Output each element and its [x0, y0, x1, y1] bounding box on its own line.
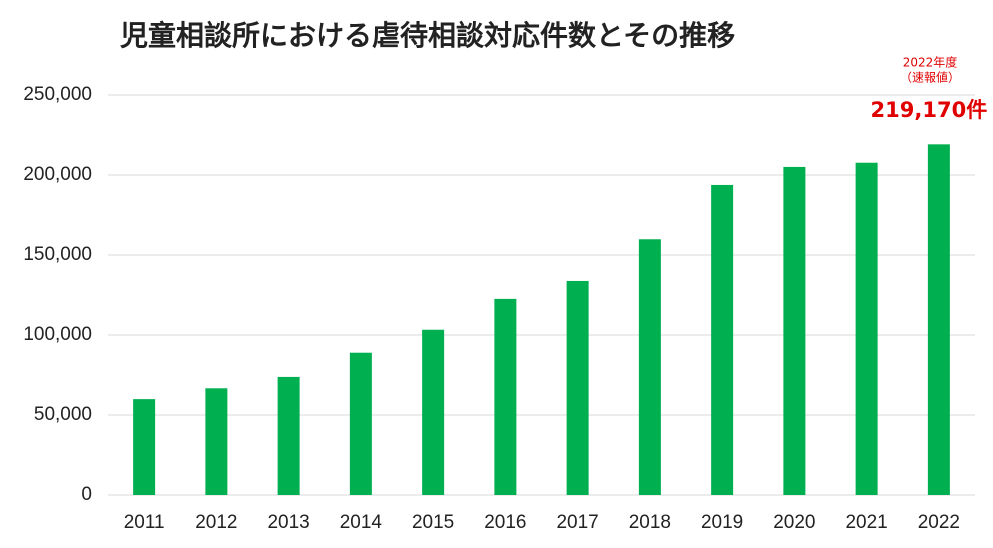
y-tick-label: 50,000	[34, 404, 92, 425]
x-tick-label: 2019	[701, 512, 743, 533]
value-label: 219,170件	[871, 98, 988, 122]
bar	[133, 399, 156, 495]
bar	[927, 144, 950, 495]
y-tick-label: 150,000	[23, 244, 92, 265]
bar	[494, 298, 517, 495]
bar	[277, 376, 300, 495]
x-tick-label: 2011	[124, 512, 165, 533]
x-tick-label: 2021	[845, 512, 887, 533]
annotation: 2022年度	[903, 55, 958, 70]
bar	[205, 388, 228, 495]
bar	[855, 162, 878, 495]
x-tick-label: 2016	[484, 512, 526, 533]
x-tick-label: 2020	[773, 512, 815, 533]
x-tick-label: 2014	[340, 512, 383, 533]
x-tick-label: 2013	[267, 512, 309, 533]
bar	[349, 352, 372, 495]
x-tick-label: 2018	[629, 512, 671, 533]
annotation: （速報値）	[900, 70, 960, 85]
y-tick-label: 100,000	[23, 324, 92, 345]
x-tick-label: 2012	[195, 512, 237, 533]
bar	[638, 239, 661, 495]
y-tick-label: 200,000	[23, 164, 92, 185]
bar	[566, 280, 589, 495]
bar	[711, 184, 734, 495]
x-tick-label: 2022	[918, 512, 960, 533]
chart-title: 児童相談所における虐待相談対応件数とその推移	[120, 19, 735, 52]
y-tick-label: 250,000	[23, 84, 92, 105]
bar	[783, 166, 806, 495]
x-tick-label: 2015	[412, 512, 454, 533]
x-tick-label: 2017	[556, 512, 598, 533]
y-tick-label: 0	[81, 484, 92, 505]
bar	[422, 329, 445, 495]
